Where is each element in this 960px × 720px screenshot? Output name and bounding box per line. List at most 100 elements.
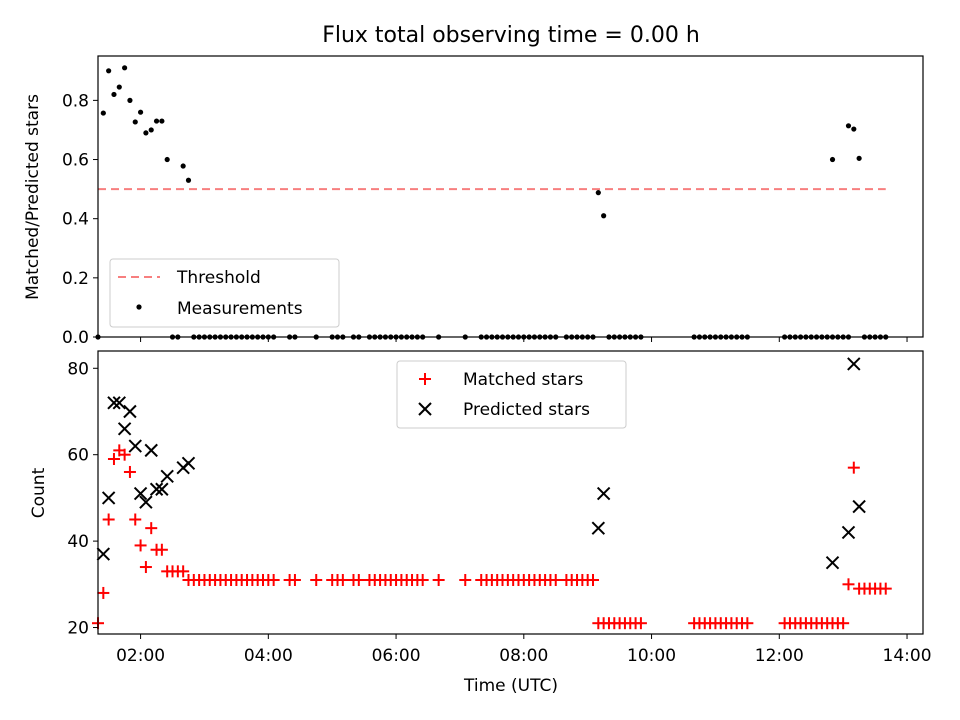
measurement-point	[159, 118, 165, 124]
matched-stars-point	[97, 586, 110, 599]
measurement-point	[845, 123, 852, 129]
y-tick-label: 0.8	[62, 91, 89, 111]
matched-stars-point	[129, 513, 142, 526]
predicted-legend-label: Predicted stars	[463, 400, 590, 420]
measurement-point	[153, 118, 160, 124]
y-tick-label: 0.6	[62, 151, 89, 171]
matched-stars-point	[310, 573, 323, 586]
top-x-ticks	[140, 337, 908, 342]
y-tick-label: 60	[67, 446, 89, 466]
predicted-stars-point	[852, 499, 866, 514]
matched-stars-point	[123, 465, 136, 478]
measurement-point	[601, 213, 607, 219]
matched-stars-point	[145, 522, 158, 535]
measurement-point	[116, 84, 122, 90]
matched-stars-point	[134, 539, 147, 552]
matched-stars-point	[336, 573, 349, 586]
predicted-stars-point	[144, 443, 158, 458]
x-tick-label: 10:00	[627, 646, 676, 666]
matched-stars-point	[177, 565, 190, 578]
matched-stars-point	[549, 573, 562, 586]
matched-stars-point	[139, 561, 152, 574]
predicted-stars-point	[825, 556, 840, 570]
measurement-point	[829, 156, 836, 163]
matched-stars-point	[288, 573, 301, 586]
measurement-point	[127, 97, 133, 103]
measurement-point	[111, 91, 117, 98]
matched-legend-swatch	[419, 373, 431, 385]
matched-stars-point	[155, 543, 168, 556]
predicted-stars-point	[160, 469, 174, 484]
predicted-stars-point	[155, 482, 169, 496]
bottom-plot-marks	[92, 357, 892, 630]
predicted-stars-point	[841, 525, 856, 540]
top-axes-frame	[97, 55, 924, 338]
x-tick-label: 04:00	[244, 646, 293, 666]
matched-stars-point	[587, 573, 599, 586]
predicted-stars-point	[133, 486, 148, 501]
predicted-stars-point	[107, 396, 121, 410]
measurement-point	[122, 65, 128, 71]
measurement-point	[132, 119, 138, 125]
matched-stars-point	[634, 617, 647, 630]
top-y-ticks: 0.0 0.2 0.4 0.6 0.8	[62, 91, 98, 348]
measurement-point	[595, 190, 601, 196]
x-tick-label: 02:00	[116, 646, 165, 666]
measurement-point	[137, 109, 144, 115]
bottom-legend-box	[396, 360, 627, 429]
x-tick-label: 14:00	[883, 646, 932, 666]
measurement-point	[164, 156, 170, 163]
predicted-stars-point	[139, 495, 153, 509]
matched-stars-point	[107, 453, 120, 466]
measurement-point	[185, 177, 192, 183]
x-tick-label: 08:00	[499, 646, 548, 666]
bottom-axes-frame	[97, 350, 924, 635]
predicted-stars-point	[96, 547, 111, 561]
predicted-stars-point	[117, 422, 132, 436]
top-legend-box	[109, 258, 340, 328]
predicted-stars-point	[101, 491, 116, 505]
predicted-stars-point	[128, 439, 142, 453]
bottom-x-ticks: 02:00 04:00 06:00 08:00 10:00 12:00 14:00	[116, 634, 932, 666]
predicted-stars-point	[112, 396, 126, 410]
predicted-stars-point	[123, 404, 137, 419]
measurement-point	[100, 110, 106, 116]
measurement-point	[856, 155, 862, 161]
y-tick-label: 0.4	[62, 210, 89, 230]
matched-stars-point	[267, 573, 280, 586]
threshold-legend-label: Threshold	[176, 268, 261, 288]
matched-stars-point	[879, 582, 892, 595]
chart-title: Flux total observing time = 0.00 h	[322, 23, 700, 48]
matched-stars-point	[416, 573, 429, 586]
measurement-point	[106, 68, 112, 74]
y-tick-label: 40	[67, 532, 89, 552]
measurements-legend-swatch	[136, 304, 142, 310]
matched-stars-point	[459, 573, 472, 586]
bottom-legend: Matched stars Predicted stars	[396, 360, 627, 429]
y-tick-label: 20	[67, 619, 89, 639]
measurement-point	[143, 130, 149, 136]
matched-stars-point	[102, 513, 115, 526]
predicted-stars-point	[181, 456, 196, 471]
bottom-y-ticks: 20 40 60 80	[67, 359, 98, 639]
matched-stars-point	[842, 578, 855, 591]
bottom-x-axis-label: Time (UTC)	[463, 676, 558, 696]
matched-stars-point	[118, 448, 131, 461]
matched-legend-label: Matched stars	[463, 370, 583, 390]
top-y-axis-label: Matched/Predicted stars	[23, 94, 43, 300]
matched-stars-point	[847, 461, 860, 474]
predicted-stars-point	[591, 521, 606, 535]
y-tick-label: 0.2	[62, 269, 89, 289]
y-tick-label: 80	[67, 359, 89, 379]
measurements-legend-label: Measurements	[177, 299, 303, 319]
top-panel: 0.00.20.40.60.8 Matched/Predicted stars …	[23, 55, 924, 348]
bottom-y-axis-label: Count	[29, 467, 49, 518]
x-tick-label: 06:00	[372, 646, 421, 666]
y-tick-label: 0.0	[62, 328, 89, 348]
measurement-point	[180, 163, 186, 169]
matched-stars-point	[352, 573, 365, 586]
matched-stars-point	[837, 617, 850, 630]
predicted-stars-point	[596, 486, 611, 501]
predicted-stars-point	[847, 357, 861, 371]
